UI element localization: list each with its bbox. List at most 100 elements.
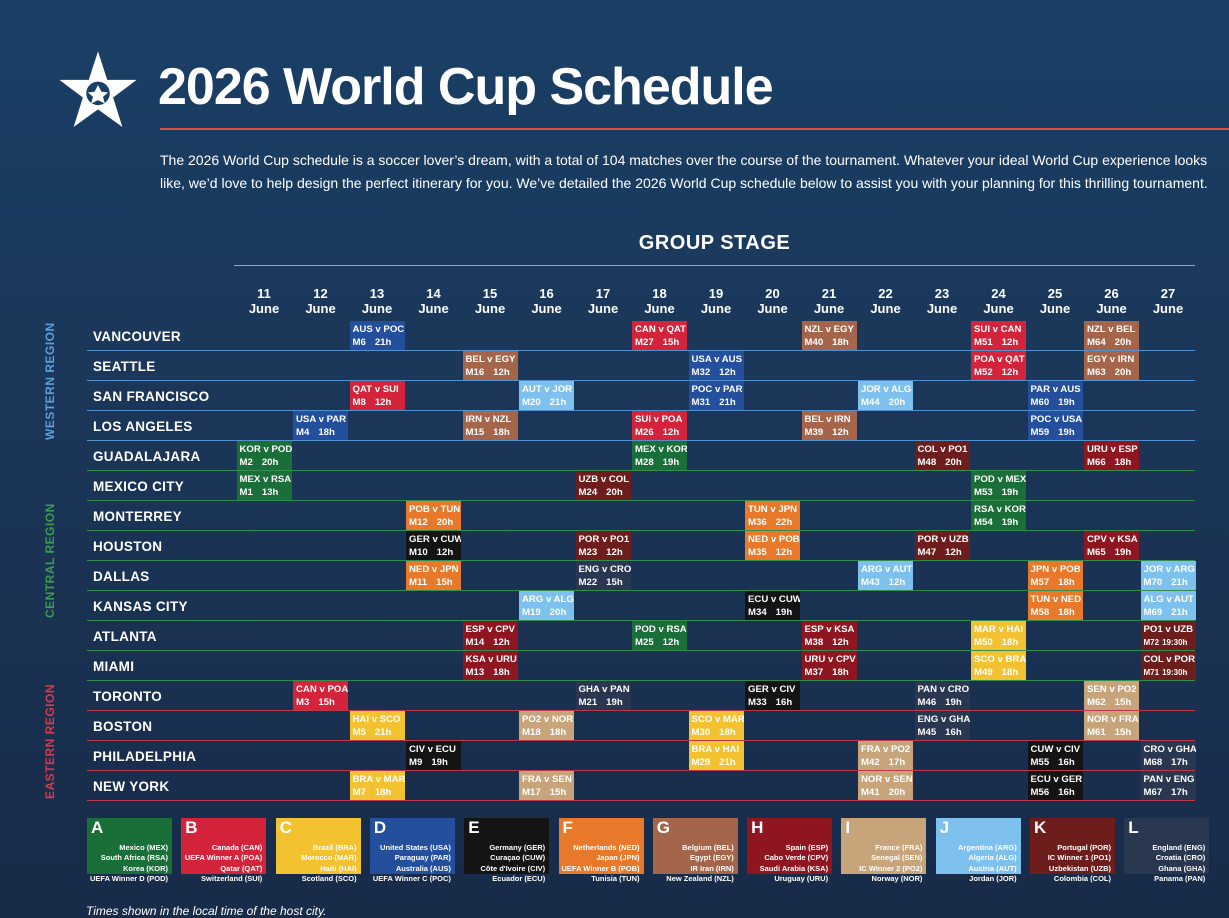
match-cell[interactable]: NZL v EGY M40 18h xyxy=(801,321,857,350)
match-teams: PAN v ENG xyxy=(1143,774,1195,785)
match-cell[interactable]: SCO v MAR M30 18h xyxy=(688,711,744,740)
match-cell[interactable]: MEX v KOR M28 19h xyxy=(632,441,687,470)
match-cell[interactable]: HAI v SCO M5 21h xyxy=(349,711,405,740)
match-number: M29 xyxy=(691,757,711,768)
match-number-time: M33 16h xyxy=(748,696,800,709)
day-number: 22 xyxy=(878,286,893,301)
match-cell[interactable]: CAN v POA M3 15h xyxy=(293,681,348,710)
match-cell[interactable]: BEL v EGY M16 12h xyxy=(462,351,518,380)
match-number-time: M52 12h xyxy=(974,366,1026,379)
team-name: Austria (AUT) xyxy=(968,863,1017,873)
match-number-time: M25 12h xyxy=(635,636,687,649)
match-teams: ARG v ALG xyxy=(522,594,574,605)
match-number-time: M40 18h xyxy=(805,336,857,349)
match-cell[interactable]: GER v CIV M33 16h xyxy=(745,681,800,710)
star-logo-icon xyxy=(59,51,137,127)
match-cell[interactable]: FRA v PO2 M42 17h xyxy=(858,741,913,770)
match-cell[interactable]: USA v PAR M4 18h xyxy=(293,411,348,440)
match-cell[interactable]: NOR v SEN M41 20h xyxy=(858,771,913,800)
match-cell[interactable]: BEL v IRN M39 12h xyxy=(801,411,857,440)
match-cell[interactable]: IRN v NZL M15 18h xyxy=(462,411,518,440)
match-cell[interactable]: ARG v ALG M19 20h xyxy=(519,591,574,620)
match-cell[interactable]: POD v RSA M25 12h xyxy=(632,621,687,650)
match-cell[interactable]: NOR v FRA M61 15h xyxy=(1084,711,1139,740)
match-cell[interactable]: QAT v SUI M8 12h xyxy=(349,381,405,410)
match-cell[interactable]: KSA v URU M13 18h xyxy=(462,651,518,680)
group-teams: Spain (ESP) Cabo Verde (CPV) Saudi Arabia … xyxy=(760,843,828,884)
match-time: 12h xyxy=(832,637,849,648)
match-cell[interactable]: ECU v CUW M34 19h xyxy=(745,591,800,620)
match-cell[interactable]: ALG v AUT M69 21h xyxy=(1140,591,1196,620)
match-cell[interactable]: NED v POB M35 12h xyxy=(745,531,800,560)
match-cell[interactable]: KOR v POD M2 20h xyxy=(236,441,292,470)
match-number-time: M63 20h xyxy=(1087,366,1139,379)
match-cell[interactable]: ENG v GHA M45 16h xyxy=(914,711,970,740)
match-cell[interactable]: ENG v CRO M22 15h xyxy=(575,561,631,590)
match-cell[interactable]: RSA v KOR M54 19h xyxy=(971,501,1026,530)
match-cell[interactable]: JOR v ALG M44 20h xyxy=(858,381,913,410)
match-number: M4 xyxy=(296,427,310,438)
match-cell[interactable]: TUN v JPN M36 22h xyxy=(745,501,800,530)
match-cell[interactable]: PAN v ENG M67 17h xyxy=(1140,771,1196,800)
day-header-18: 18 June xyxy=(632,286,688,316)
match-cell[interactable]: ECU v GER M56 16h xyxy=(1027,771,1083,800)
match-cell[interactable]: CRO v GHA M68 17h xyxy=(1140,741,1196,770)
match-cell[interactable]: UZB v COL M24 20h xyxy=(575,471,631,500)
team-name: Haiti (HAI) xyxy=(320,863,357,873)
match-cell[interactable]: MEX v RSA M1 13h xyxy=(236,471,292,500)
match-cell[interactable]: NED v JPN M11 15h xyxy=(406,561,461,590)
match-number: M22 xyxy=(578,577,598,588)
match-cell[interactable]: PO2 v NOR M18 18h xyxy=(519,711,574,740)
match-cell[interactable]: POD v MEX M53 19h xyxy=(971,471,1026,500)
match-cell[interactable]: FRA v SEN M17 15h xyxy=(519,771,574,800)
match-cell[interactable]: SEN v PO2 M62 15h xyxy=(1084,681,1139,710)
match-cell[interactable]: POR v UZB M47 12h xyxy=(914,531,970,560)
match-cell[interactable]: USA v AUS M32 12h xyxy=(688,351,744,380)
match-cell[interactable]: PAN v CRO M46 19h xyxy=(914,681,970,710)
match-cell[interactable]: POC v PAR M31 21h xyxy=(688,381,744,410)
match-cell[interactable]: EGY v IRN M63 20h xyxy=(1084,351,1139,380)
day-month: June xyxy=(418,301,449,316)
match-cell[interactable]: AUS v POC M6 21h xyxy=(349,321,405,350)
match-cell[interactable]: GHA v PAN M21 19h xyxy=(575,681,631,710)
match-cell[interactable]: COL v PO1 M48 20h xyxy=(914,441,970,470)
match-cell[interactable]: MAR v HAI M50 18h xyxy=(971,621,1026,650)
match-cell[interactable]: POC v USA M59 19h xyxy=(1027,411,1083,440)
match-cell[interactable]: SUI v POA M26 12h xyxy=(632,411,687,440)
match-cell[interactable]: COL v POR M71 19:30h xyxy=(1140,651,1196,680)
match-cell[interactable]: BRA v MAR M7 18h xyxy=(349,771,405,800)
match-cell[interactable]: JPN v POB M57 18h xyxy=(1027,561,1083,590)
match-cell[interactable]: CUW v CIV M55 16h xyxy=(1027,741,1083,770)
match-cell[interactable]: ARG v AUT M43 12h xyxy=(858,561,913,590)
match-cell[interactable]: CPV v KSA M65 19h xyxy=(1084,531,1139,560)
match-time: 19h xyxy=(431,757,448,768)
match-cell[interactable]: URU v ESP M66 18h xyxy=(1084,441,1139,470)
match-time: 18h xyxy=(318,427,335,438)
match-cell[interactable]: POA v QAT M52 12h xyxy=(971,351,1026,380)
match-cell[interactable]: CAN v QAT M27 15h xyxy=(632,321,687,350)
match-number-time: M28 19h xyxy=(635,456,687,469)
match-teams: POB v TUN xyxy=(409,504,461,515)
match-cell[interactable]: ESP v KSA M38 12h xyxy=(801,621,857,650)
match-time: 12h xyxy=(832,427,849,438)
match-cell[interactable]: TUN v NED M58 18h xyxy=(1027,591,1083,620)
match-cell[interactable]: CIV v ECU M9 19h xyxy=(406,741,461,770)
legend-group-i: I France (FRA) Senegal (SEN) IC Winner 2 (P… xyxy=(841,818,927,883)
match-number-time: M14 12h xyxy=(466,636,518,649)
match-cell[interactable]: AUT v JOR M20 21h xyxy=(519,381,574,410)
match-cell[interactable]: SUI v CAN M51 12h xyxy=(971,321,1026,350)
match-cell[interactable]: PO1 v UZB M72 19:30h xyxy=(1140,621,1196,650)
match-cell[interactable]: POB v TUN M12 20h xyxy=(406,501,461,530)
match-number-time: M12 20h xyxy=(409,516,461,529)
match-cell[interactable]: PAR v AUS M60 19h xyxy=(1027,381,1083,410)
match-cell[interactable]: SCO v BRA M49 18h xyxy=(971,651,1026,680)
match-teams: POD v MEX xyxy=(974,474,1026,485)
match-cell[interactable]: ESP v CPV M14 12h xyxy=(462,621,518,650)
match-cell[interactable]: BRA v HAI M29 21h xyxy=(688,741,744,770)
match-cell[interactable]: POR v PO1 M23 12h xyxy=(575,531,631,560)
match-number: M64 xyxy=(1087,337,1106,348)
match-cell[interactable]: JOR v ARG M70 21h xyxy=(1140,561,1196,590)
match-cell[interactable]: GER v CUW M10 12h xyxy=(406,531,461,560)
match-cell[interactable]: NZL v BEL M64 20h xyxy=(1084,321,1139,350)
match-cell[interactable]: URU v CPV M37 18h xyxy=(801,651,857,680)
